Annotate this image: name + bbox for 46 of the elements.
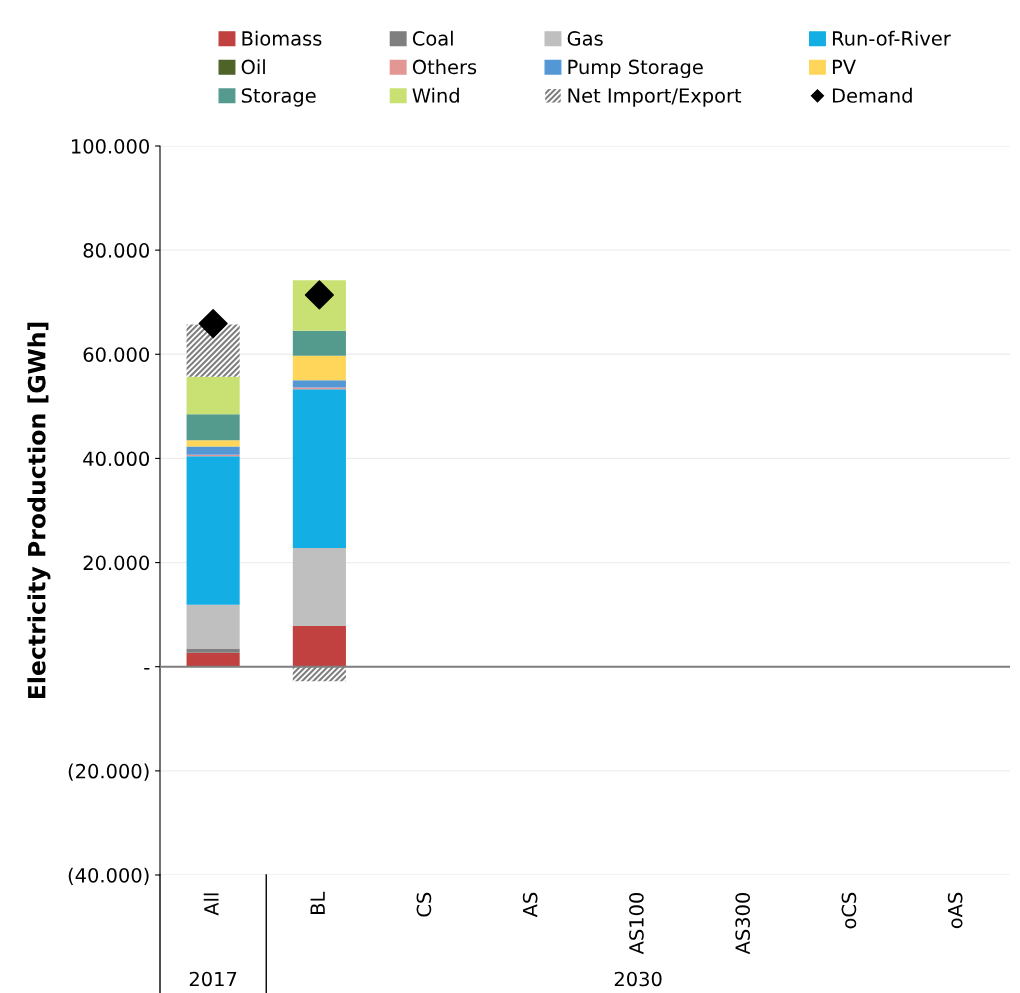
y-tick-label: (40.000): [68, 867, 149, 885]
bar: [186, 604, 240, 649]
bar: [292, 330, 346, 356]
bar: [186, 652, 240, 667]
bar: [292, 355, 346, 381]
text: 2030: [614, 971, 662, 987]
legend-label: Run-of-River: [832, 30, 951, 46]
x-tick-label: AS: [522, 892, 538, 918]
legend-label: Storage: [241, 88, 316, 107]
x-tick-label: oAS: [947, 892, 963, 929]
legend-label: Oil: [241, 59, 265, 75]
bar: [186, 414, 240, 441]
bar: [186, 456, 240, 605]
bar: [292, 389, 346, 548]
bar: [186, 440, 240, 447]
y-tick-label: 20.000: [83, 555, 149, 571]
x-tick-label: All: [203, 893, 219, 916]
y-tick-label: (20.000): [68, 763, 149, 781]
y-tick-label: 40.000: [83, 451, 149, 467]
bar: [186, 446, 240, 455]
bar: [292, 380, 346, 388]
y-tick-label: 100.000: [72, 138, 149, 154]
bar: [292, 626, 346, 667]
y-axis-title: Electricity Production [GWh]: [27, 322, 51, 699]
x-tick-label: AS300: [735, 892, 751, 955]
x-tick-label: CS: [416, 892, 432, 917]
bar: [186, 324, 240, 377]
legend-label: PV: [832, 59, 856, 75]
y-tick-label: 80.000: [83, 243, 149, 258]
legend-label: Demand: [832, 87, 912, 103]
legend-label: Pump Storage: [568, 59, 703, 79]
x-tick-label: AS100: [629, 892, 644, 955]
y-tick-label: -: [144, 668, 150, 670]
legend-label: Gas: [567, 31, 603, 46]
legend-label: Wind: [412, 87, 459, 103]
legend-label: Others: [412, 59, 477, 75]
y-tick-label: 60.000: [83, 347, 149, 362]
bar: [186, 648, 240, 653]
text: 2017: [189, 971, 237, 987]
legend-label: Net Import/Export: [568, 88, 742, 107]
legend-label: Coal: [412, 30, 453, 46]
x-tick-label: oCS: [841, 892, 857, 929]
legend-label: Biomass: [242, 30, 322, 46]
x-tick-label: BL: [310, 891, 325, 914]
bar: [292, 547, 346, 627]
bar: [186, 376, 240, 415]
